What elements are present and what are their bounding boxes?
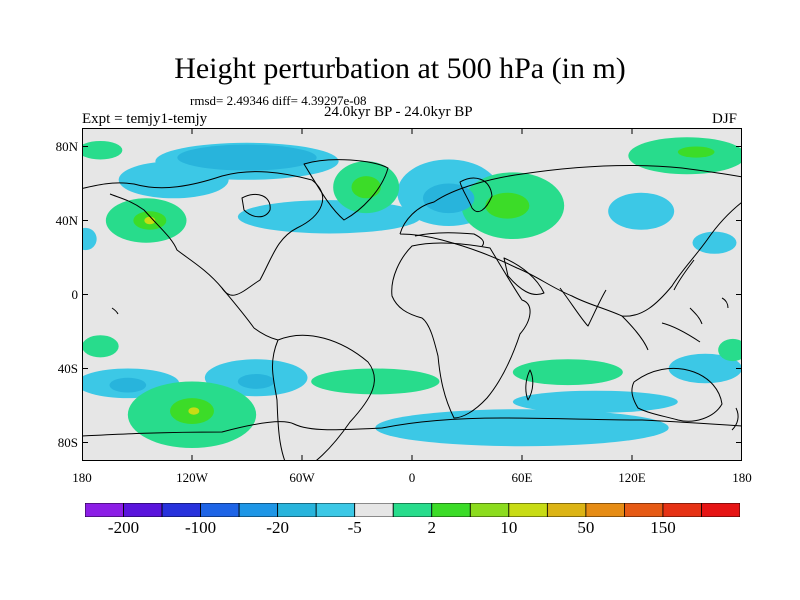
coastline-pacific-islands	[111, 297, 729, 325]
lat-label: 40N	[55, 212, 78, 228]
lon-label: 180	[72, 470, 92, 485]
anomaly-east-asia-low	[608, 192, 675, 230]
coastline-hudson-bay	[241, 194, 271, 218]
coastline-antarctica	[82, 417, 742, 437]
colorbar-label: 150	[650, 518, 676, 537]
lon-label: 0	[408, 470, 416, 485]
lat-label: 0	[71, 286, 79, 302]
colorbar-label: 50	[577, 518, 595, 537]
coastline-scandinavia	[459, 177, 493, 212]
coastline-greenland	[303, 159, 389, 221]
lon-label: 60E	[511, 470, 533, 485]
coastline-eurasia	[399, 165, 742, 317]
anomaly-arctic-pacific-high-core	[677, 146, 715, 158]
coastline-north-america	[82, 171, 324, 296]
anomaly-arctic-canada-low-core	[177, 144, 317, 171]
axis-ticks	[82, 128, 742, 461]
lat-label: 80S	[57, 434, 78, 450]
anomaly-south-indian-high	[512, 359, 623, 386]
coastlines	[82, 159, 742, 461]
coastline-africa	[391, 242, 531, 419]
anomaly-south-pacific-low-west-core	[109, 377, 147, 393]
period-subtitle: 24.0kyr BP - 24.0kyr BP	[324, 104, 473, 120]
anomaly-tasman-high	[718, 338, 742, 362]
colorbar-swatch	[431, 503, 471, 517]
colorbar-swatch	[701, 503, 740, 517]
anomaly-west-pacific-low	[692, 231, 737, 254]
colorbar-label: -5	[347, 518, 362, 537]
anomaly-nw-pacific-low-edge	[82, 227, 97, 251]
lon-label: 120E	[618, 470, 646, 485]
lon-label: 180	[732, 470, 752, 485]
anomaly-europe-low-core	[423, 183, 475, 214]
colorbar-swatch	[161, 503, 201, 517]
colorbar-swatch	[315, 503, 356, 517]
colorbar-label: -100	[184, 518, 217, 537]
colorbar-swatch	[469, 503, 510, 517]
season-label: DJF	[712, 111, 738, 127]
anomaly-south-atlantic-high	[311, 368, 440, 395]
lat-label: 80N	[55, 138, 78, 154]
coastline-new-zealand	[731, 407, 739, 431]
colorbar-swatch	[200, 503, 240, 517]
anomaly-west-pacific-south-high	[82, 335, 119, 358]
anomaly-atlantic-low-trough	[237, 200, 422, 234]
colorbar-swatch	[277, 503, 317, 517]
anomaly-southern-ocean-low	[375, 409, 669, 447]
anomaly-north-atlantic-high-core	[351, 176, 381, 199]
coastline-australia	[631, 367, 723, 422]
colorbar-label: -200	[107, 518, 140, 537]
colorbar-label: -20	[266, 518, 289, 537]
lat-label: 40S	[57, 360, 78, 376]
colorbar-swatch	[354, 503, 394, 517]
colorbar-swatch	[392, 503, 433, 517]
coastline-arabia	[503, 257, 545, 295]
lon-label: 60W	[289, 470, 315, 485]
anomaly-southeast-pacific-low-core	[237, 374, 275, 389]
colorbar-swatch	[123, 503, 163, 517]
colorbar-swatch	[546, 503, 587, 517]
rmsd-diff-stats: rmsd= 2.49346 diff= 4.39297e-08	[190, 93, 367, 108]
anomaly-greenland-sea-high	[82, 140, 123, 160]
world-map-plot	[82, 128, 742, 461]
colorbar	[85, 503, 740, 517]
colorbar-label: 2	[427, 518, 437, 537]
colorbar-swatch	[238, 503, 279, 517]
coastline-central-america	[221, 287, 279, 341]
lon-label: 120W	[176, 470, 208, 485]
colorbar-swatch	[85, 503, 124, 517]
anomaly-south-pacific-high-center	[188, 407, 200, 415]
coastline-south-america	[271, 334, 375, 461]
anomaly-southern-ocean-low-2	[512, 390, 678, 413]
coastline-southeast-asia	[621, 259, 701, 351]
colorbar-swatch	[585, 503, 625, 517]
coastline-madagascar	[525, 369, 534, 401]
colorbar-swatch	[508, 503, 548, 517]
coastline-mediterranean	[414, 232, 485, 247]
map-title: Height perturbation at 500 hPa (in m)	[174, 52, 626, 85]
colorbar-swatch	[662, 503, 702, 517]
colorbar-swatch	[624, 503, 664, 517]
coastline-india	[559, 287, 607, 327]
colorbar-label: 10	[500, 518, 518, 537]
anomaly-central-asia-high-core	[485, 192, 530, 219]
anomaly-contours	[82, 137, 742, 449]
anomaly-north-america-low-band	[118, 161, 229, 199]
experiment-label: Expt = temjy1-temjy	[82, 111, 208, 127]
anomaly-australia-low	[668, 353, 742, 384]
